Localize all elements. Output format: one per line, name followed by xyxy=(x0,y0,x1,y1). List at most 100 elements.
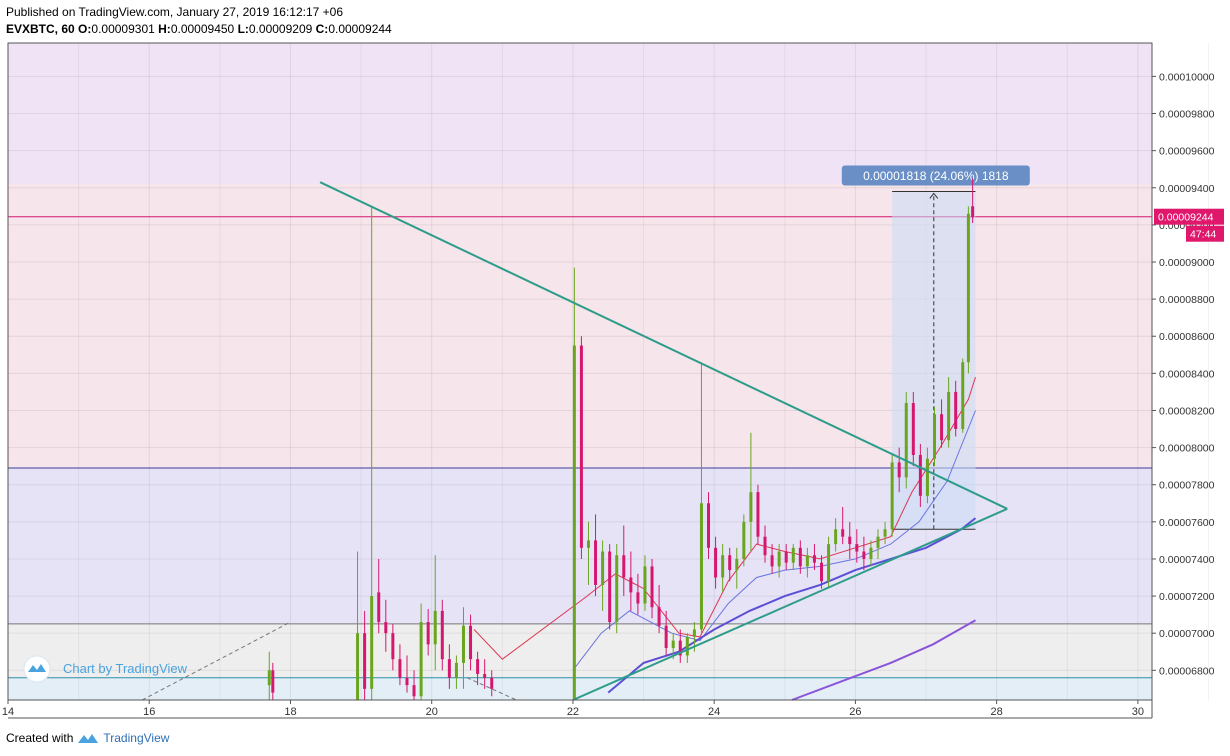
candle-body-69 xyxy=(904,403,908,478)
ma-line-3 xyxy=(791,619,976,701)
dashed-ray-2 xyxy=(466,677,517,701)
candle-body-19 xyxy=(476,659,480,675)
candle-body-40 xyxy=(699,503,703,630)
candle-body-60 xyxy=(841,529,845,537)
last-price-tag: 0.00009244 xyxy=(1158,212,1214,224)
candle-body-24 xyxy=(586,540,590,548)
candle-body-11 xyxy=(419,622,423,697)
candle-body-37 xyxy=(678,640,682,656)
y-tick-label-14: 0.00007200 xyxy=(1159,591,1215,603)
candle-body-49 xyxy=(763,536,767,556)
candle-body-56 xyxy=(812,555,816,563)
candle-body-63 xyxy=(862,551,866,559)
candle-body-44 xyxy=(728,555,732,571)
candle-body-1 xyxy=(271,670,275,693)
candle-body-33 xyxy=(650,566,654,608)
candle-body-64 xyxy=(869,547,873,559)
candle-body-25 xyxy=(594,540,598,585)
y-tick-label-11: 0.00007800 xyxy=(1159,480,1215,492)
candle-body-27 xyxy=(608,551,612,623)
candle-body-71 xyxy=(918,455,922,496)
candle-body-75 xyxy=(947,391,951,441)
candle-body-20 xyxy=(483,674,487,678)
high-value: 0.00009450 xyxy=(170,22,235,36)
zone-0 xyxy=(8,43,1152,185)
y-tick-label-5: 0.00009000 xyxy=(1159,257,1215,269)
x-tick-label-8: 30 xyxy=(1132,706,1144,718)
candle-body-31 xyxy=(636,592,640,604)
watermark-text: Chart by TradingView xyxy=(63,661,188,676)
y-tick-label-8: 0.00008400 xyxy=(1159,368,1215,380)
candle-body-18 xyxy=(469,625,473,660)
x-tick-label-7: 28 xyxy=(991,706,1003,718)
candle-body-26 xyxy=(601,551,605,585)
candle-body-77 xyxy=(961,362,965,430)
last-price-tag-bg xyxy=(1154,208,1224,225)
footer-created-text: Created with xyxy=(6,731,74,745)
candle-body-62 xyxy=(855,544,859,552)
trendlines-layer xyxy=(319,181,1008,701)
candle-body-39 xyxy=(692,629,696,637)
price-tags: 0.00009244 47:44 xyxy=(1154,208,1224,242)
candle-body-9 xyxy=(405,677,409,686)
tradingview-cloud-icon xyxy=(28,664,46,672)
candle-body-45 xyxy=(735,558,739,571)
measure-label-bg xyxy=(841,165,1030,186)
candle-body-54 xyxy=(798,547,802,567)
trendline-1 xyxy=(572,507,1008,701)
y-tick-label-16: 0.00006800 xyxy=(1159,665,1215,677)
close-label: C: xyxy=(315,22,329,36)
candle-body-50 xyxy=(770,555,774,567)
candle-body-13 xyxy=(433,610,437,645)
candle-body-7 xyxy=(391,633,395,660)
zone-4 xyxy=(8,677,1152,700)
candle-body-4 xyxy=(370,596,374,689)
y-tick-label-12: 0.00007600 xyxy=(1159,517,1215,529)
x-tick-label-6: 26 xyxy=(849,706,861,718)
candle-body-48 xyxy=(756,492,760,537)
candle-body-43 xyxy=(721,555,725,578)
low-label: L: xyxy=(237,22,249,36)
candle-body-67 xyxy=(890,462,894,530)
candle-body-55 xyxy=(805,555,809,567)
candle-body-72 xyxy=(925,458,929,496)
candle-body-32 xyxy=(643,566,647,604)
symbol-label: EVXBTC, 60 xyxy=(6,22,75,36)
candle-body-78 xyxy=(966,213,970,363)
measure-label: 0.00001818 (24.06%) 1818 xyxy=(863,169,1009,183)
y-tick-label-6: 0.00008800 xyxy=(1159,294,1215,306)
x-tick-label-1: 16 xyxy=(143,706,155,718)
candle-body-79 xyxy=(971,206,975,218)
axes-layer: 14 16 18 20 22 24 26 28 30 0.00010000 0.00009800 0.… xyxy=(2,42,1215,719)
countdown-tag-bg xyxy=(1186,225,1224,242)
footer: Created with TradingView xyxy=(6,731,169,745)
candle-body-10 xyxy=(412,685,416,697)
x-tick-label-0: 14 xyxy=(2,706,14,718)
high-label: H: xyxy=(158,22,171,36)
candle-body-12 xyxy=(426,622,430,645)
candle-body-3 xyxy=(363,633,367,689)
candle-body-57 xyxy=(820,562,824,582)
candle-body-21 xyxy=(490,677,494,689)
y-tick-label-7: 0.00008600 xyxy=(1159,331,1215,343)
candle-body-38 xyxy=(685,636,689,656)
candle-body-42 xyxy=(714,547,718,578)
trendline-0 xyxy=(319,181,1008,510)
candle-body-46 xyxy=(742,521,746,559)
chart-watermark[interactable]: Chart by TradingView xyxy=(23,655,188,683)
zone-3 xyxy=(8,623,1152,678)
candle-body-70 xyxy=(911,403,915,456)
x-tick-label-4: 22 xyxy=(567,706,579,718)
candle-body-15 xyxy=(447,659,451,678)
y-tick-label-9: 0.00008200 xyxy=(1159,405,1215,417)
ma-line-1 xyxy=(572,410,976,671)
candle-body-34 xyxy=(657,607,661,626)
candle-body-65 xyxy=(876,536,880,548)
y-tick-label-15: 0.00007000 xyxy=(1159,628,1215,640)
footer-brand[interactable]: TradingView xyxy=(103,731,170,745)
candle-body-66 xyxy=(883,529,887,537)
candle-body-30 xyxy=(629,577,633,593)
candle-body-74 xyxy=(940,414,944,441)
y-tick-label-2: 0.00009600 xyxy=(1159,146,1215,158)
